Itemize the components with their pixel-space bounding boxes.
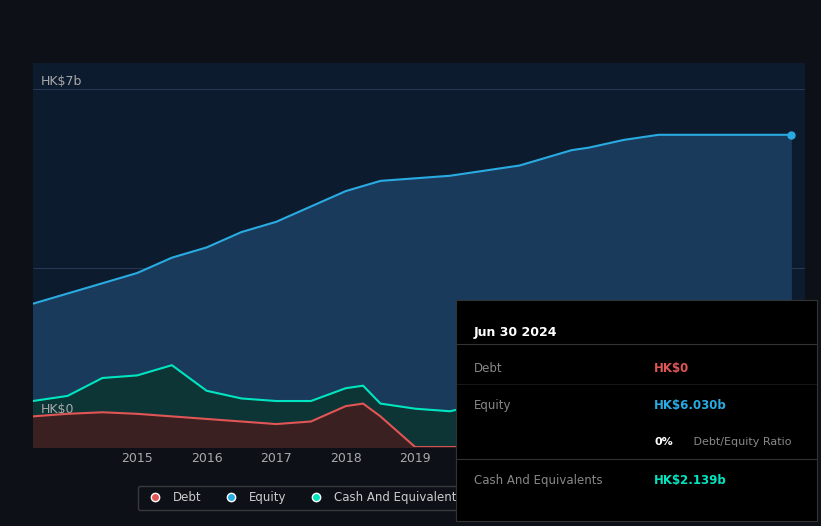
Text: HK$2.139b: HK$2.139b bbox=[654, 474, 727, 488]
Text: HK$7b: HK$7b bbox=[40, 75, 82, 88]
Text: HK$0: HK$0 bbox=[40, 403, 74, 417]
Text: HK$0: HK$0 bbox=[654, 362, 690, 375]
Text: Jun 30 2024: Jun 30 2024 bbox=[474, 326, 557, 339]
Text: HK$6.030b: HK$6.030b bbox=[654, 399, 727, 412]
Legend: Debt, Equity, Cash And Equivalents: Debt, Equity, Cash And Equivalents bbox=[138, 485, 468, 510]
Text: Debt/Equity Ratio: Debt/Equity Ratio bbox=[690, 437, 792, 447]
Text: 0%: 0% bbox=[654, 437, 673, 447]
Text: Debt: Debt bbox=[474, 362, 502, 375]
Text: Equity: Equity bbox=[474, 399, 511, 412]
Text: Cash And Equivalents: Cash And Equivalents bbox=[474, 474, 603, 488]
